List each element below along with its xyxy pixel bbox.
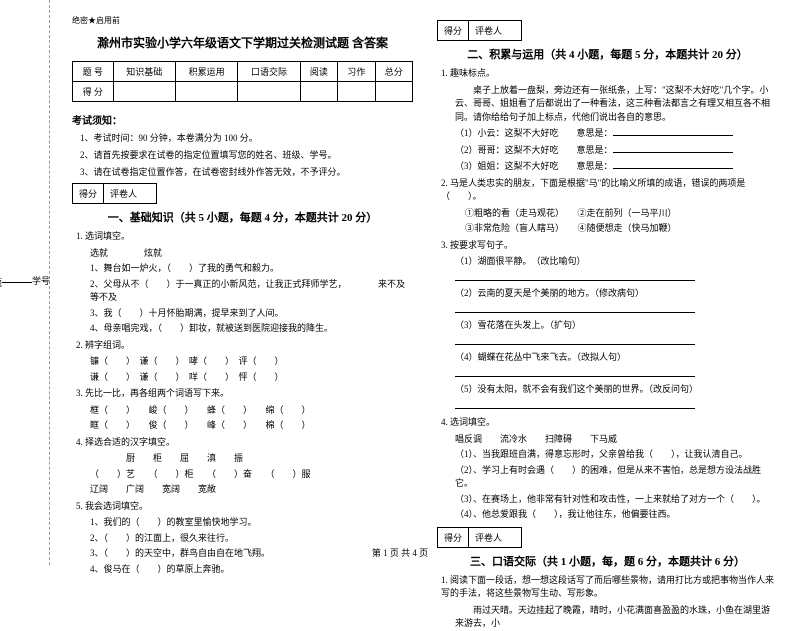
section1-title: 一、基础知识（共 5 小题，每题 4 分，本题共计 20 分） [72, 209, 413, 225]
q2-head: 2. 辨字组词。 [76, 339, 413, 353]
notice-item: 1、考试时间：90 分钟，本卷满分为 100 分。 [80, 131, 413, 144]
content-area: 绝密★启用前 滁州市实验小学六年级语文下学期过关检测试题 含答案 题 号 知识基… [50, 0, 800, 565]
s2q4-item: （1）、当我跟班自满，得意忘形时，父亲曾给我（ ），让我认清自己。 [455, 448, 778, 462]
s2q1-item: （1）小云：这梨不大好吃 意思是： [455, 126, 778, 141]
q2-item: 谦（ ） 谦（ ） 咩（ ） 怦（ ） [90, 371, 413, 385]
cell: 口语交际 [238, 62, 300, 82]
s2q4-line: 唱反调 流冷水 扫障碍 下马威 [455, 433, 778, 447]
reviewer-label: 评卷人 [104, 184, 156, 203]
section2-title: 二、积累与运用（共 4 小题，每题 5 分，本题共计 20 分） [437, 46, 778, 62]
s2q3-item: （3）雪花落在头发上。（扩句） [455, 319, 778, 333]
left-column: 绝密★启用前 滁州市实验小学六年级语文下学期过关检测试题 含答案 题 号 知识基… [60, 15, 425, 550]
q4-head: 4. 择选合适的汉字填空。 [76, 436, 413, 450]
s2q3-item: （5）没有太阳，就不会有我们这个美丽的世界。（改反问句） [455, 383, 778, 397]
q1-item: 4、母亲唱完戏，（ ）卸妆，就被送到医院迎接我的降生。 [90, 322, 413, 336]
binding-labels: 学号 题 姓名 答 准 班级 不 内 学校 线 封 乡镇(街道) 密 [0, 0, 50, 565]
s2q4-head: 4. 选词填空。 [441, 416, 778, 430]
notice-item: 3、请在试卷指定位置作答，在试卷密封线外作答无效，不予评分。 [80, 165, 413, 178]
s2q4-item: （3）、在赛场上，他非常有针对性和攻击性，一上来就给了对方一个（ ）。 [455, 493, 778, 507]
cell: 题 号 [73, 62, 114, 82]
s3q1-text: 雨过天晴。天边挂起了晚霞，晴时，小花满面喜盈盈的水珠，小鱼在湖里游来游去，小 [455, 604, 778, 631]
table-row: 得 分 [73, 82, 413, 102]
q4-item: （ ）艺 （ ）柜 （ ）奋 （ ）服 [90, 468, 413, 482]
q3-head: 3. 先比一比，再各组两个词语写下来。 [76, 387, 413, 401]
s2q3-head: 3. 按要求写句子。 [441, 239, 778, 253]
s2q4-item: （4）、他总爱跟我（ ），我让他往东，他偏要往西。 [455, 508, 778, 522]
notice-head: 考试须知： [72, 112, 413, 127]
notice-item: 2、请首先按要求在试卷的指定位置填写您的姓名、班级、学号。 [80, 148, 413, 161]
cell: 得 分 [73, 82, 114, 102]
score-summary-table: 题 号 知识基础 积累运用 口语交际 阅读 习作 总分 得 分 [72, 61, 413, 102]
cell: 知识基础 [113, 62, 175, 82]
cell: 阅读 [300, 62, 337, 82]
s2q3-item: （4）蝴蝶在花丛中飞来飞去。（改拟人句） [455, 351, 778, 365]
q1-head: 1. 选词填空。 [76, 230, 413, 244]
cell: 积累运用 [175, 62, 237, 82]
confidential-mark: 绝密★启用前 [72, 15, 413, 26]
s2q2-item: ①粗略的看（走马观花） ②走在前列（一马平川） [465, 207, 778, 221]
cell: 总分 [375, 62, 412, 82]
q5-item: 2、（ ）的江面上，很久来往行。 [90, 532, 413, 546]
cell: 习作 [338, 62, 375, 82]
q5-head: 5. 我会选词填空。 [76, 500, 413, 514]
s3q1-head: 1. 阅读下面一段话，想一想这段话写了而后哪些景物，请用打比方或把事物当作人来写… [441, 574, 778, 601]
s2q1-item: （2）哥哥：这梨不大好吃 意思是： [455, 143, 778, 158]
table-row: 题 号 知识基础 积累运用 口语交际 阅读 习作 总分 [73, 62, 413, 82]
exam-title: 滁州市实验小学六年级语文下学期过关检测试题 含答案 [72, 34, 413, 51]
s2q3-item: （1）湖面很平静。 （改比喻句） [455, 255, 778, 269]
q1-item: 1、舞台如一炉火，（ ）了我的勇气和毅力。 [90, 262, 413, 276]
q5-item: 1、我们的（ ）的教室里愉快地学习。 [90, 516, 413, 530]
q1-item: 3、我（ ）十月怀胎期满，提早来到了人间。 [90, 307, 413, 321]
q1-item: 2、父母从不（ ）于一真正的小新风范，让我正式拜师学艺， 来不及 等不及 [90, 278, 413, 305]
right-column: 得分 评卷人 二、积累与运用（共 4 小题，每题 5 分，本题共计 20 分） … [425, 15, 790, 550]
s2q1-item: （3）姐姐：这梨不大好吃 意思是： [455, 159, 778, 174]
s2q2-head: 2. 马是人类忠实的朋友，下面是根据"马"的比喻义所填的成语，错误的两项是（ ）… [441, 177, 778, 204]
binding-margin: 学号 题 姓名 答 准 班级 不 内 学校 线 封 乡镇(街道) 密 [0, 0, 50, 565]
score-box: 得分 评卷人 [437, 20, 522, 41]
s2q2-item: ③非常危险（盲人瞎马） ④随便想走（快马加鞭） [465, 222, 778, 236]
score-box: 得分 评卷人 [437, 527, 522, 548]
q4-item: 辽阔 广阔 宽阔 宽敞 [90, 483, 413, 497]
reviewer-label: 评卷人 [469, 528, 521, 547]
score-box: 得分 评卷人 [72, 183, 157, 204]
score-label: 得分 [73, 184, 104, 203]
s2q4-item: （2）、学习上有时会遇（ ）的困难，但是从来不害怕，总是想方设法战胜它。 [455, 464, 778, 491]
score-label: 得分 [438, 528, 469, 547]
score-label: 得分 [438, 21, 469, 40]
s2q1-head: 1. 趣味标点。 [441, 67, 778, 81]
q4-item: 厨 柜 屈 滇 振 [90, 452, 413, 466]
reviewer-label: 评卷人 [469, 21, 521, 40]
s2q1-text: 桌子上放着一盘梨，旁边还有一张纸条，上写："这梨不大好吃"几个字。小云、哥哥、姐… [455, 84, 778, 125]
q1-option: 选就 炫就 [90, 247, 413, 261]
page-footer: 第 1 页 共 4 页 [0, 546, 800, 559]
bind-label: 学号 [32, 274, 50, 287]
q3-item: 眶（ ） 俊（ ） 峰（ ） 棉（ ） [90, 419, 413, 433]
q2-item: 镰（ ） 谦（ ） 哮（ ） 评（ ） [90, 355, 413, 369]
q3-item: 框（ ） 峻（ ） 蜂（ ） 绵（ ） [90, 404, 413, 418]
page-container: 学号 题 姓名 答 准 班级 不 内 学校 线 封 乡镇(街道) 密 绝密★启用… [0, 0, 800, 565]
s2q3-item: （2）云南的夏天是个美丽的地方。（修改病句） [455, 287, 778, 301]
